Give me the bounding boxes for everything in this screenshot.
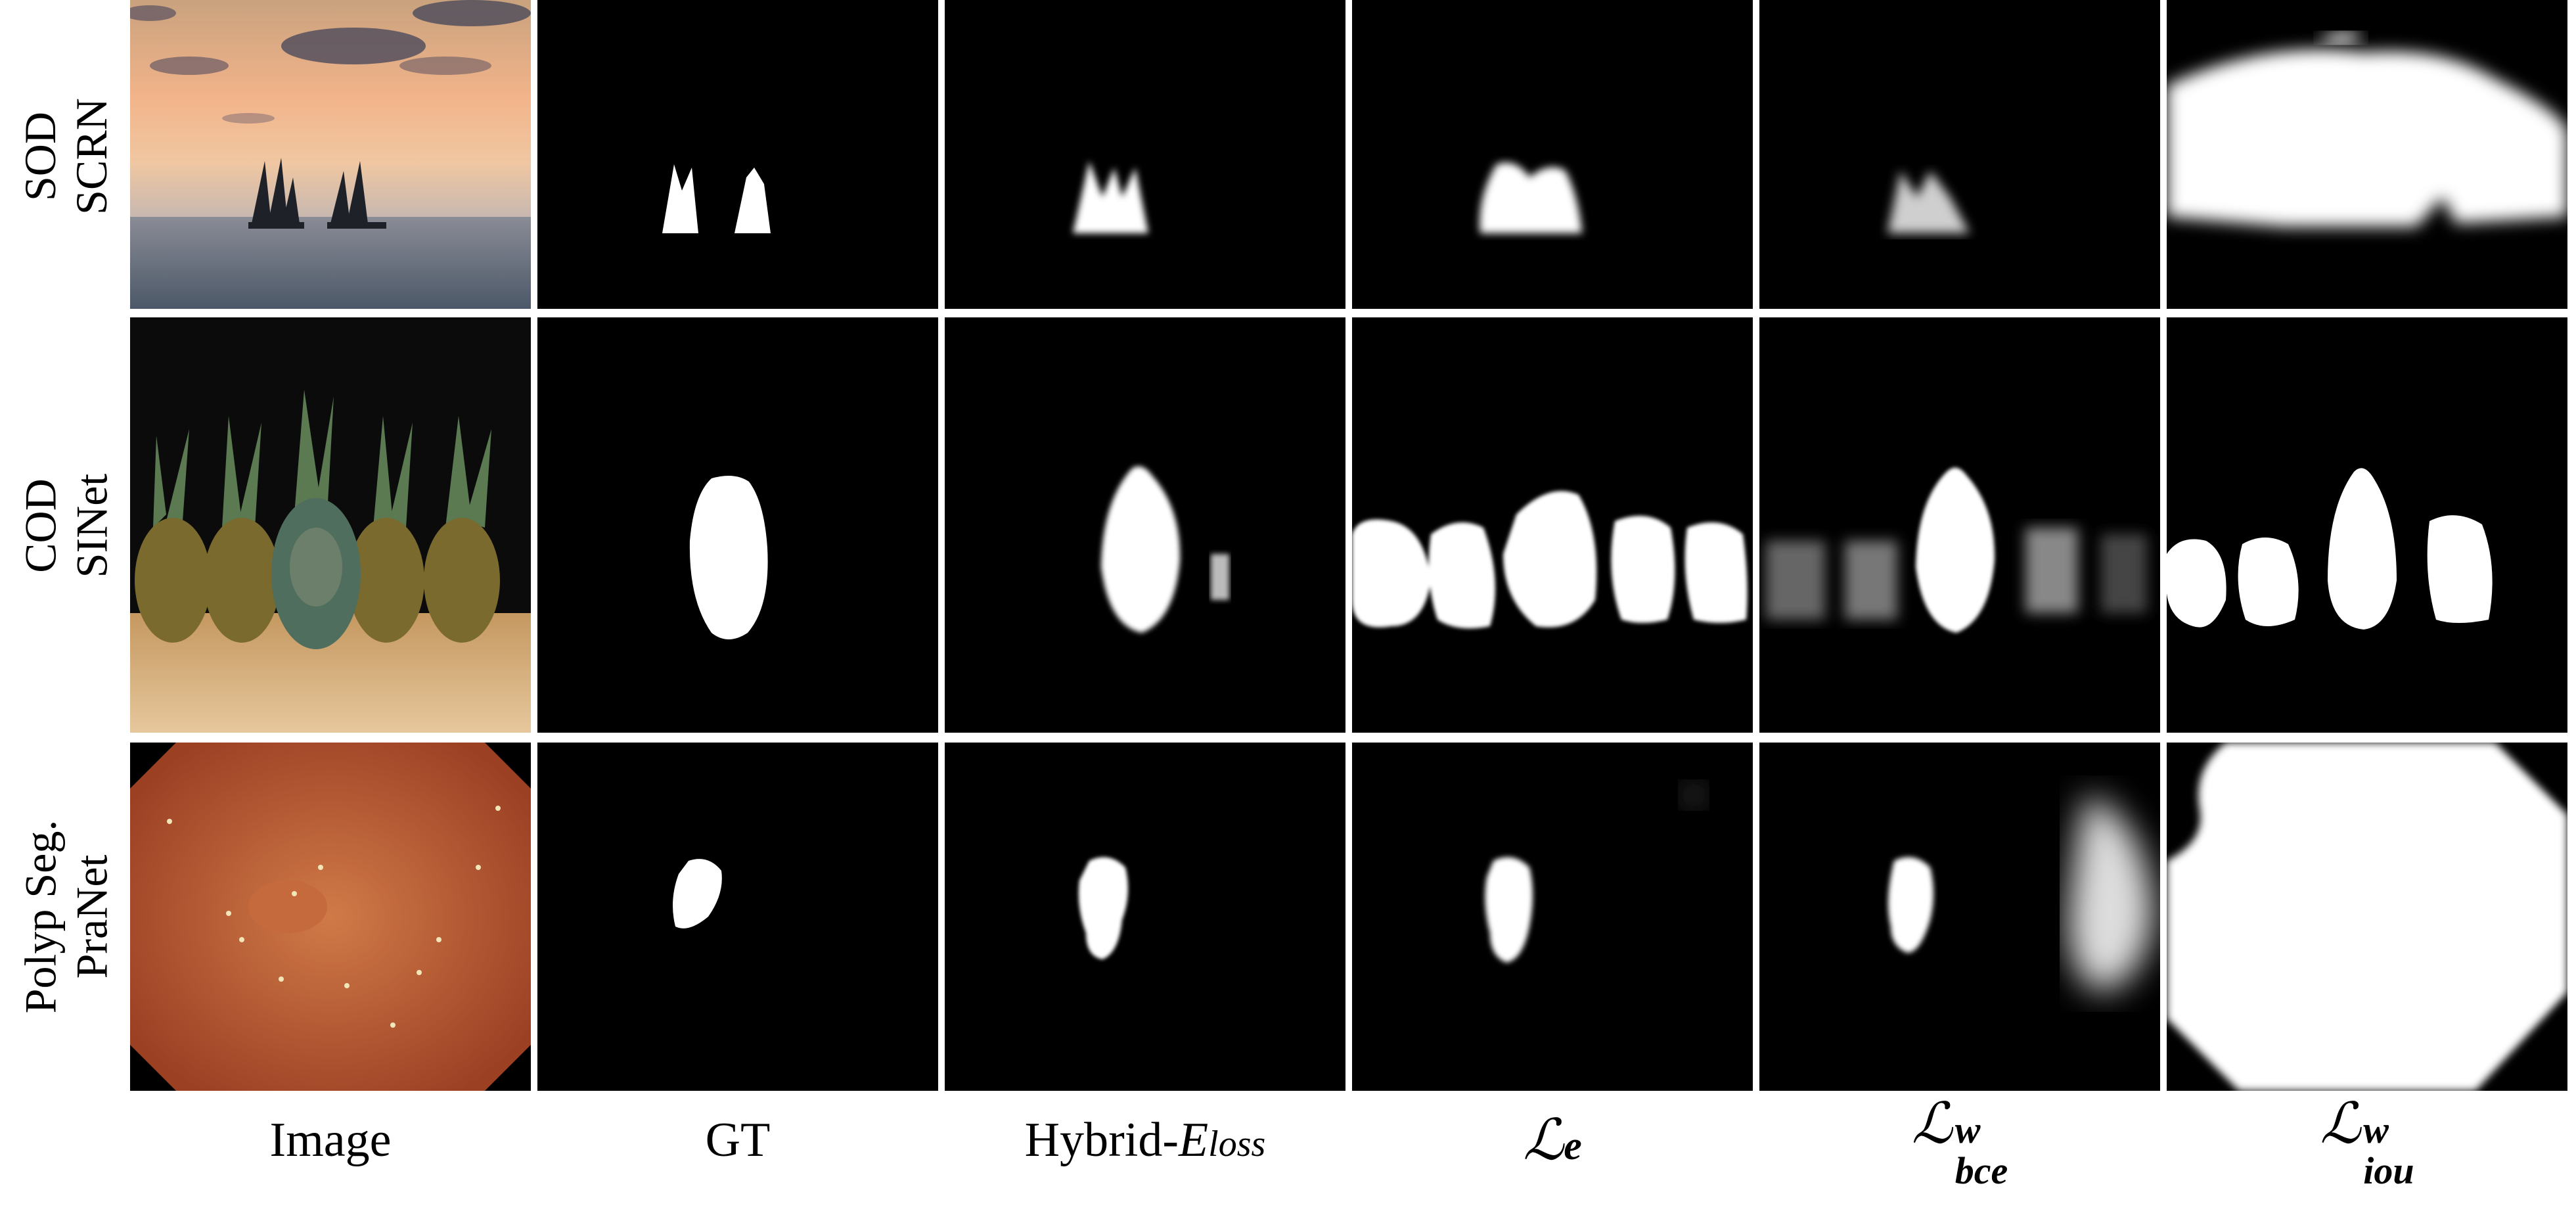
mask-le-sod [1352,0,1753,309]
mask-le-polyp [1352,743,1753,1091]
mask-liou-polyp [2167,743,2567,1091]
col-label-image: Image [269,1112,392,1167]
mask-hybrid-sod [945,0,1345,309]
mask-hybrid-cod [945,317,1345,733]
mask-lbce-sod [1759,0,2160,309]
image-sailboats [130,0,531,309]
mask-gt-cod [537,317,938,733]
row-label-polyp: Polyp Seg. PraNet [15,819,116,1014]
mask-gt-polyp [537,743,938,1091]
mask-lbce-cod [1759,317,2160,733]
mask-liou-cod [2167,317,2567,733]
image-polyp [130,743,531,1091]
row-label-cod: COD SINet [15,473,116,578]
mask-le-cod [1352,317,1753,733]
mask-liou-sod [2167,0,2567,309]
mask-hybrid-polyp [945,743,1345,1091]
mask-gt-sod [537,0,938,309]
image-pineapples [130,317,531,733]
mask-lbce-polyp [1759,743,2160,1091]
row-label-sod: SOD SCRN [14,97,116,215]
col-label-gt: GT [705,1112,771,1167]
